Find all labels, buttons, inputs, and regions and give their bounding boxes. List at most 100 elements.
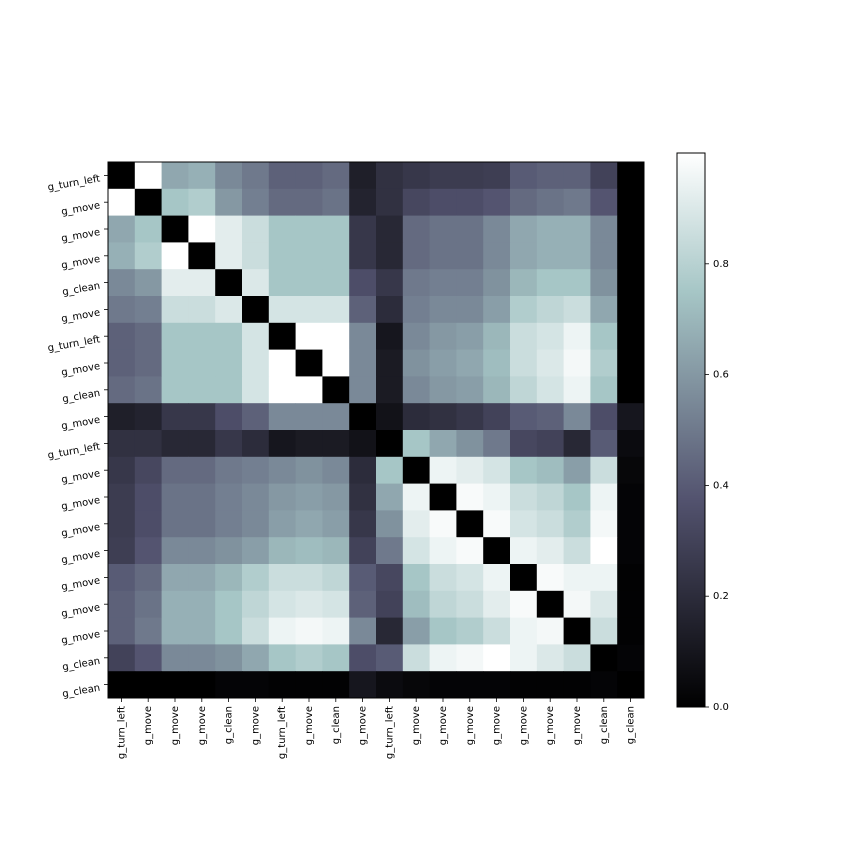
heatmap-cell: [134, 269, 162, 297]
heatmap-cell: [456, 403, 484, 431]
heatmap-cell: [563, 349, 591, 377]
row-tick-label: g_move: [60, 495, 101, 513]
heatmap-cell: [563, 510, 591, 538]
heatmap-cell: [456, 269, 484, 297]
colorbar-tick-label: 0.8: [713, 259, 729, 270]
column-tick-label: g_move: [518, 706, 529, 745]
heatmap-cell: [429, 564, 457, 592]
heatmap-cell: [188, 188, 216, 216]
column-tick-label: g_move: [143, 706, 154, 745]
heatmap-cell: [215, 188, 243, 216]
heatmap-cell: [242, 430, 270, 458]
heatmap-cell: [376, 349, 404, 377]
heatmap-cell: [134, 162, 162, 190]
column-tick-label: g_move: [304, 706, 315, 745]
heatmap-cell: [536, 510, 564, 538]
heatmap-cell: [617, 242, 645, 270]
heatmap-cell: [617, 510, 645, 538]
column-tick-label: g_move: [358, 706, 369, 745]
heatmap-cell: [215, 537, 243, 565]
heatmap-cell: [536, 349, 564, 377]
heatmap-cell: [402, 671, 430, 699]
heatmap-cell: [134, 537, 162, 565]
heatmap-cell: [134, 510, 162, 538]
heatmap-cell: [242, 564, 270, 592]
column-tick-label: g_clean: [599, 706, 610, 744]
heatmap-cell: [617, 349, 645, 377]
heatmap-cell: [590, 188, 618, 216]
column-tick-label: g_move: [438, 706, 449, 745]
colorbar-tick-label: 0.0: [713, 702, 729, 713]
heatmap-cell: [510, 564, 538, 592]
heatmap-cell: [536, 456, 564, 484]
heatmap-cell: [215, 322, 243, 350]
heatmap-cell: [134, 215, 162, 243]
heatmap-cell: [402, 456, 430, 484]
heatmap-cell: [563, 590, 591, 618]
heatmap-cell: [456, 671, 484, 699]
heatmap-cell: [268, 564, 296, 592]
heatmap-cell: [536, 590, 564, 618]
heatmap-cell: [268, 671, 296, 699]
heatmap-cell: [429, 671, 457, 699]
heatmap-cell: [161, 456, 189, 484]
heatmap-cell: [376, 671, 404, 699]
heatmap-cell: [376, 162, 404, 190]
heatmap-cell: [376, 644, 404, 672]
heatmap-cell: [242, 349, 270, 377]
heatmap-cell: [134, 296, 162, 324]
heatmap-cell: [456, 456, 484, 484]
heatmap-cell: [510, 322, 538, 350]
heatmap-cell: [563, 403, 591, 431]
heatmap-cell: [376, 510, 404, 538]
heatmap-cell: [134, 617, 162, 645]
heatmap-cell: [295, 242, 323, 270]
heatmap-cell: [402, 483, 430, 511]
heatmap-cell: [242, 269, 270, 297]
heatmap-cell: [188, 537, 216, 565]
heatmap-cell: [108, 349, 136, 377]
heatmap-cell: [161, 510, 189, 538]
heatmap-cell: [376, 322, 404, 350]
heatmap-cell: [108, 617, 136, 645]
heatmap-cell: [563, 242, 591, 270]
heatmap-cell: [295, 537, 323, 565]
heatmap-cell: [242, 376, 270, 404]
heatmap-cell: [108, 537, 136, 565]
heatmap-cells: [108, 162, 645, 699]
heatmap-cell: [268, 188, 296, 216]
heatmap-cell: [215, 483, 243, 511]
row-tick-label: g_clean: [61, 281, 101, 298]
heatmap-cell: [161, 349, 189, 377]
heatmap-cell: [617, 483, 645, 511]
heatmap-cell: [590, 296, 618, 324]
heatmap-cell: [510, 456, 538, 484]
heatmap-cell: [536, 403, 564, 431]
heatmap-cell: [429, 590, 457, 618]
heatmap-cell: [376, 269, 404, 297]
heatmap-cell: [108, 510, 136, 538]
heatmap-cell: [563, 296, 591, 324]
heatmap-cell: [242, 644, 270, 672]
colorbar-gradient: [676, 152, 706, 708]
heatmap-cell: [215, 456, 243, 484]
heatmap-cell: [188, 162, 216, 190]
heatmap-cell: [268, 215, 296, 243]
heatmap-cell: [402, 644, 430, 672]
heatmap-cell: [322, 162, 350, 190]
heatmap-cell: [510, 188, 538, 216]
heatmap-cell: [322, 537, 350, 565]
heatmap-cell: [590, 430, 618, 458]
heatmap-cell: [456, 537, 484, 565]
heatmap-cell: [188, 564, 216, 592]
heatmap-cell: [349, 430, 377, 458]
heatmap-cell: [429, 188, 457, 216]
row-tick-label: g_move: [60, 575, 101, 593]
heatmap-cell: [268, 617, 296, 645]
heatmap-cell: [349, 188, 377, 216]
heatmap-cell: [215, 242, 243, 270]
heatmap-cell: [108, 162, 136, 190]
heatmap-cell: [456, 430, 484, 458]
heatmap-cell: [188, 322, 216, 350]
heatmap-cell: [483, 671, 511, 699]
